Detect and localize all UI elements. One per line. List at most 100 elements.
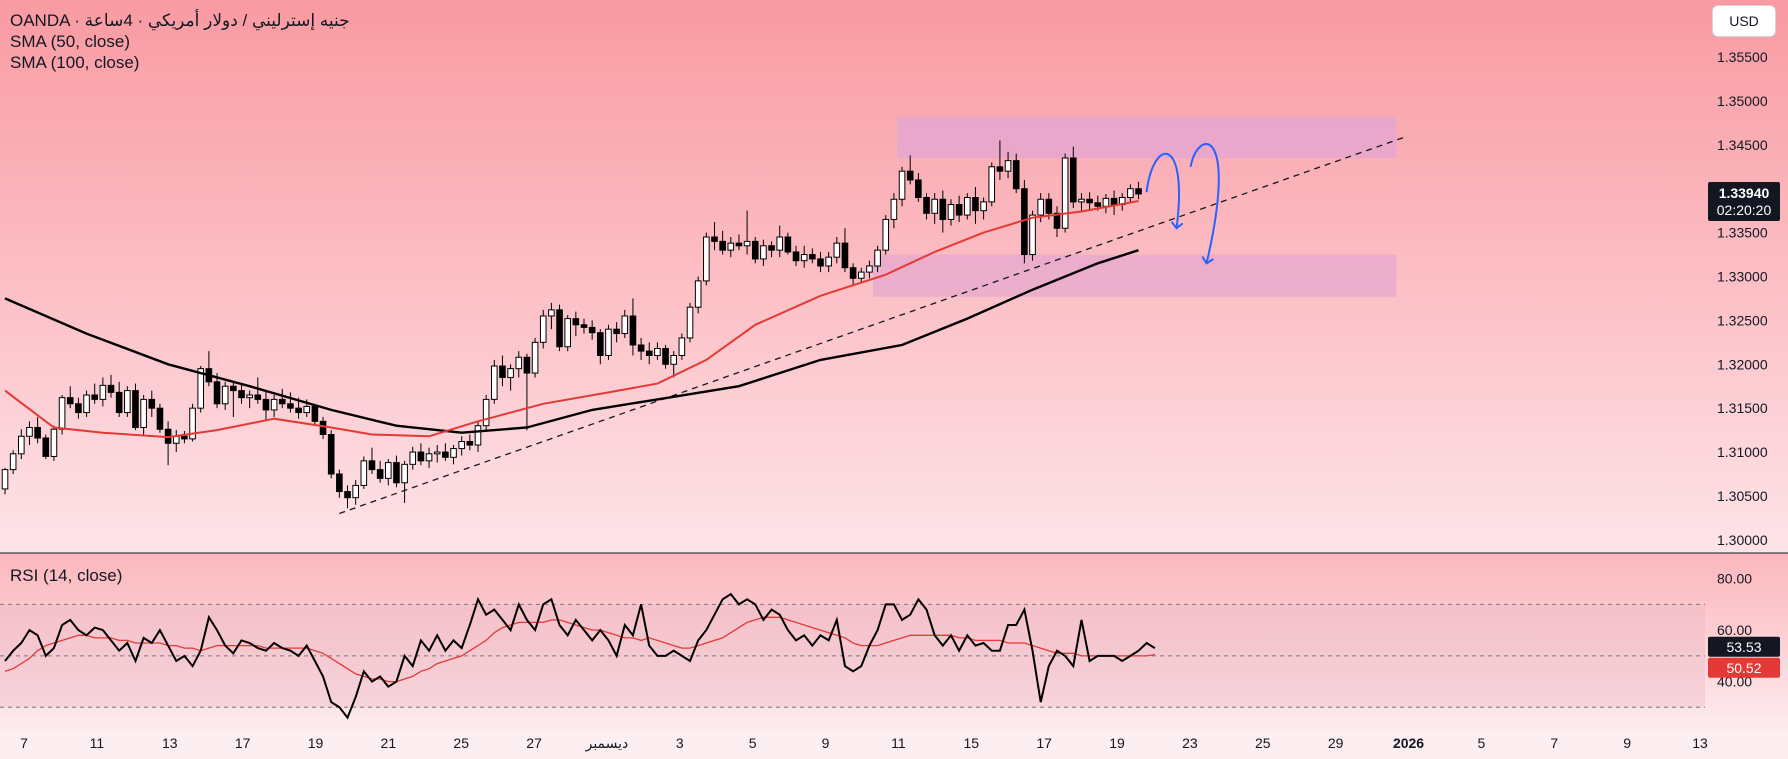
candle: [996, 140, 1004, 180]
support-zone[interactable]: [873, 254, 1397, 297]
candle: [980, 197, 987, 220]
candle: [588, 320, 596, 340]
symbol-title[interactable]: OANDA · جنيه إسترليني / دولار أمريكي · 4…: [10, 11, 350, 30]
candle: [181, 430, 188, 444]
time-tick-label: ديسمبر: [585, 735, 629, 752]
candle: [344, 485, 351, 509]
candle: [246, 390, 253, 409]
candle: [466, 434, 474, 451]
arrow-small: [1145, 152, 1179, 228]
chart-legend: OANDA · جنيه إسترليني / دولار أمريكي · 4…: [10, 10, 350, 73]
sma100-line[interactable]: [4, 249, 1139, 434]
candle: [629, 298, 637, 356]
sma50-legend[interactable]: SMA (50, close): [10, 32, 130, 51]
candle: [531, 337, 539, 378]
rsi-value-label: 53.53: [1726, 639, 1761, 655]
candle: [849, 263, 857, 286]
price-tick-label: 1.35000: [1717, 93, 1768, 109]
candle: [645, 342, 653, 365]
rsi-line[interactable]: [4, 592, 1156, 720]
candle: [817, 251, 824, 273]
currency-button[interactable]: USD: [1712, 5, 1776, 37]
candle: [955, 195, 963, 223]
candle: [857, 267, 865, 284]
candle: [1135, 181, 1142, 200]
candle: [539, 309, 547, 349]
candle: [499, 355, 506, 387]
resistance-zone[interactable]: [897, 116, 1397, 158]
projection-arrows: [1145, 143, 1220, 263]
candle: [442, 443, 449, 461]
candle: [336, 469, 343, 498]
candle: [1127, 184, 1134, 202]
rsi-pane-background: [0, 553, 1788, 733]
candle: [947, 199, 955, 226]
candle: [376, 460, 384, 483]
candle: [760, 239, 767, 266]
candle: [1061, 153, 1069, 233]
candle: [719, 230, 726, 255]
candle: [287, 392, 294, 413]
candle: [580, 318, 588, 334]
candle: [360, 456, 368, 489]
sma100-legend[interactable]: SMA (100, close): [10, 53, 140, 72]
time-axis-background: [0, 733, 1788, 759]
candle: [115, 381, 123, 417]
candle: [694, 276, 702, 314]
candle: [735, 234, 743, 251]
candle: [221, 381, 229, 410]
time-tick-label: 5: [1477, 735, 1485, 751]
candle: [124, 386, 131, 417]
price-tick-label: 1.31000: [1717, 444, 1768, 460]
candle: [809, 248, 816, 264]
candle: [132, 383, 139, 431]
time-tick-label: 17: [235, 735, 251, 751]
candle: [882, 215, 890, 255]
candle: [988, 162, 996, 207]
price-tick-label: 1.30000: [1717, 532, 1768, 548]
candle: [189, 403, 196, 442]
candle: [898, 166, 906, 207]
time-tick-label: 9: [1623, 735, 1631, 751]
sma50-line[interactable]: [4, 200, 1139, 439]
candle: [784, 232, 792, 255]
candle: [409, 446, 417, 470]
candle: [1012, 153, 1020, 194]
candle: [238, 383, 245, 404]
candle: [140, 395, 147, 435]
candle: [597, 329, 604, 365]
candle: [26, 421, 33, 446]
candle: [776, 225, 784, 258]
candle: [906, 155, 914, 185]
candle: [91, 383, 99, 404]
time-tick-label: 7: [20, 735, 28, 751]
candle: [425, 447, 433, 468]
candle: [1004, 151, 1012, 179]
candle: [866, 260, 873, 279]
candle: [50, 425, 58, 461]
rsi-ma-badge: [1708, 657, 1780, 678]
candle: [686, 302, 694, 343]
candle: [1053, 206, 1061, 237]
candle: [703, 232, 710, 286]
time-tick-label: 13: [1692, 735, 1708, 751]
candle: [230, 381, 237, 417]
rsi-legend[interactable]: RSI (14, close): [10, 566, 123, 585]
time-tick-label: 19: [1109, 735, 1125, 751]
candle: [83, 390, 90, 417]
last-price-badge: [1708, 181, 1780, 221]
candle: [42, 434, 50, 460]
candle: [262, 390, 270, 422]
candle: [556, 304, 563, 352]
candle: [572, 311, 580, 337]
trendline[interactable]: [339, 135, 1408, 515]
candle: [319, 416, 327, 439]
price-tick-label: 1.33500: [1717, 225, 1768, 241]
time-tick-label: 23: [1182, 735, 1198, 751]
price-tick-label: 1.32500: [1717, 312, 1768, 328]
candle: [278, 388, 286, 409]
candle: [393, 455, 400, 488]
candle: [66, 386, 74, 409]
candle: [450, 445, 457, 465]
